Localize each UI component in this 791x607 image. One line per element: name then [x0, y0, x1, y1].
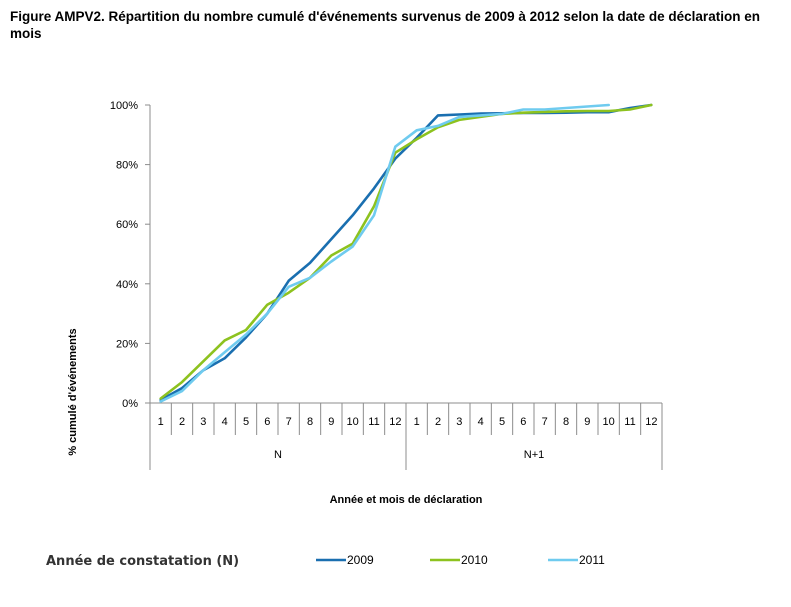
legend-label-2009: 2009 — [347, 553, 374, 567]
x-tick-label: 9 — [328, 416, 334, 428]
y-tick-label: 80% — [116, 160, 138, 172]
x-group-label: N+1 — [524, 449, 545, 461]
x-group-label: N — [274, 449, 282, 461]
legend-label-2010: 2010 — [461, 553, 488, 567]
x-tick-label: 10 — [347, 416, 359, 428]
y-axis-label: % cumulé d'événements — [67, 328, 79, 455]
x-tick-label: 9 — [584, 416, 590, 428]
x-axis-label: Année et mois de déclaration — [330, 494, 483, 506]
y-tick-label: 100% — [110, 100, 138, 112]
x-tick-label: 4 — [478, 416, 484, 428]
x-tick-label: 6 — [520, 416, 526, 428]
series-lines — [159, 103, 653, 403]
x-tick-label: 5 — [243, 416, 249, 428]
x-tick-label: 3 — [456, 416, 462, 428]
y-tick-label: 20% — [116, 338, 138, 350]
x-tick-label: 6 — [264, 416, 270, 428]
y-axis: 0% 20% 40% 60% 80% 100% — [110, 100, 151, 410]
x-axis: 1 2 3 4 5 6 7 8 9 10 11 12 1 2 3 4 5 6 7 8 9 10 11 12N N+1 — [149, 402, 663, 470]
x-tick-label: 1 — [414, 416, 420, 428]
x-tick-label: 12 — [645, 416, 657, 428]
y-tick-label: 0% — [122, 398, 138, 410]
series-line-2009 — [159, 103, 653, 402]
series-line-2011 — [159, 103, 611, 403]
x-tick-label: 5 — [499, 416, 505, 428]
x-tick-label: 11 — [624, 416, 635, 428]
x-tick-label: 12 — [389, 416, 401, 428]
x-tick-label: 1 — [158, 416, 164, 428]
x-tick-label: 11 — [368, 416, 379, 428]
x-tick-label: 8 — [307, 416, 313, 428]
y-tick-label: 60% — [116, 219, 138, 231]
legend: 2009 2010 2011 — [316, 553, 605, 567]
x-tick-label: 8 — [563, 416, 569, 428]
series-line-2010 — [159, 103, 653, 400]
x-tick-label: 2 — [179, 416, 185, 428]
x-tick-label: 10 — [603, 416, 615, 428]
y-tick-label: 40% — [116, 279, 138, 291]
legend-title: Année de constatation (N) — [46, 554, 239, 569]
legend-label-2011: 2011 — [579, 553, 605, 567]
chart-title: Figure AMPV2. Répartition du nombre cumu… — [10, 9, 760, 41]
x-tick-label: 3 — [200, 416, 206, 428]
x-tick-label: 4 — [222, 416, 228, 428]
x-tick-label: 7 — [542, 416, 548, 428]
x-tick-label: 7 — [286, 416, 292, 428]
x-tick-label: 2 — [435, 416, 441, 428]
